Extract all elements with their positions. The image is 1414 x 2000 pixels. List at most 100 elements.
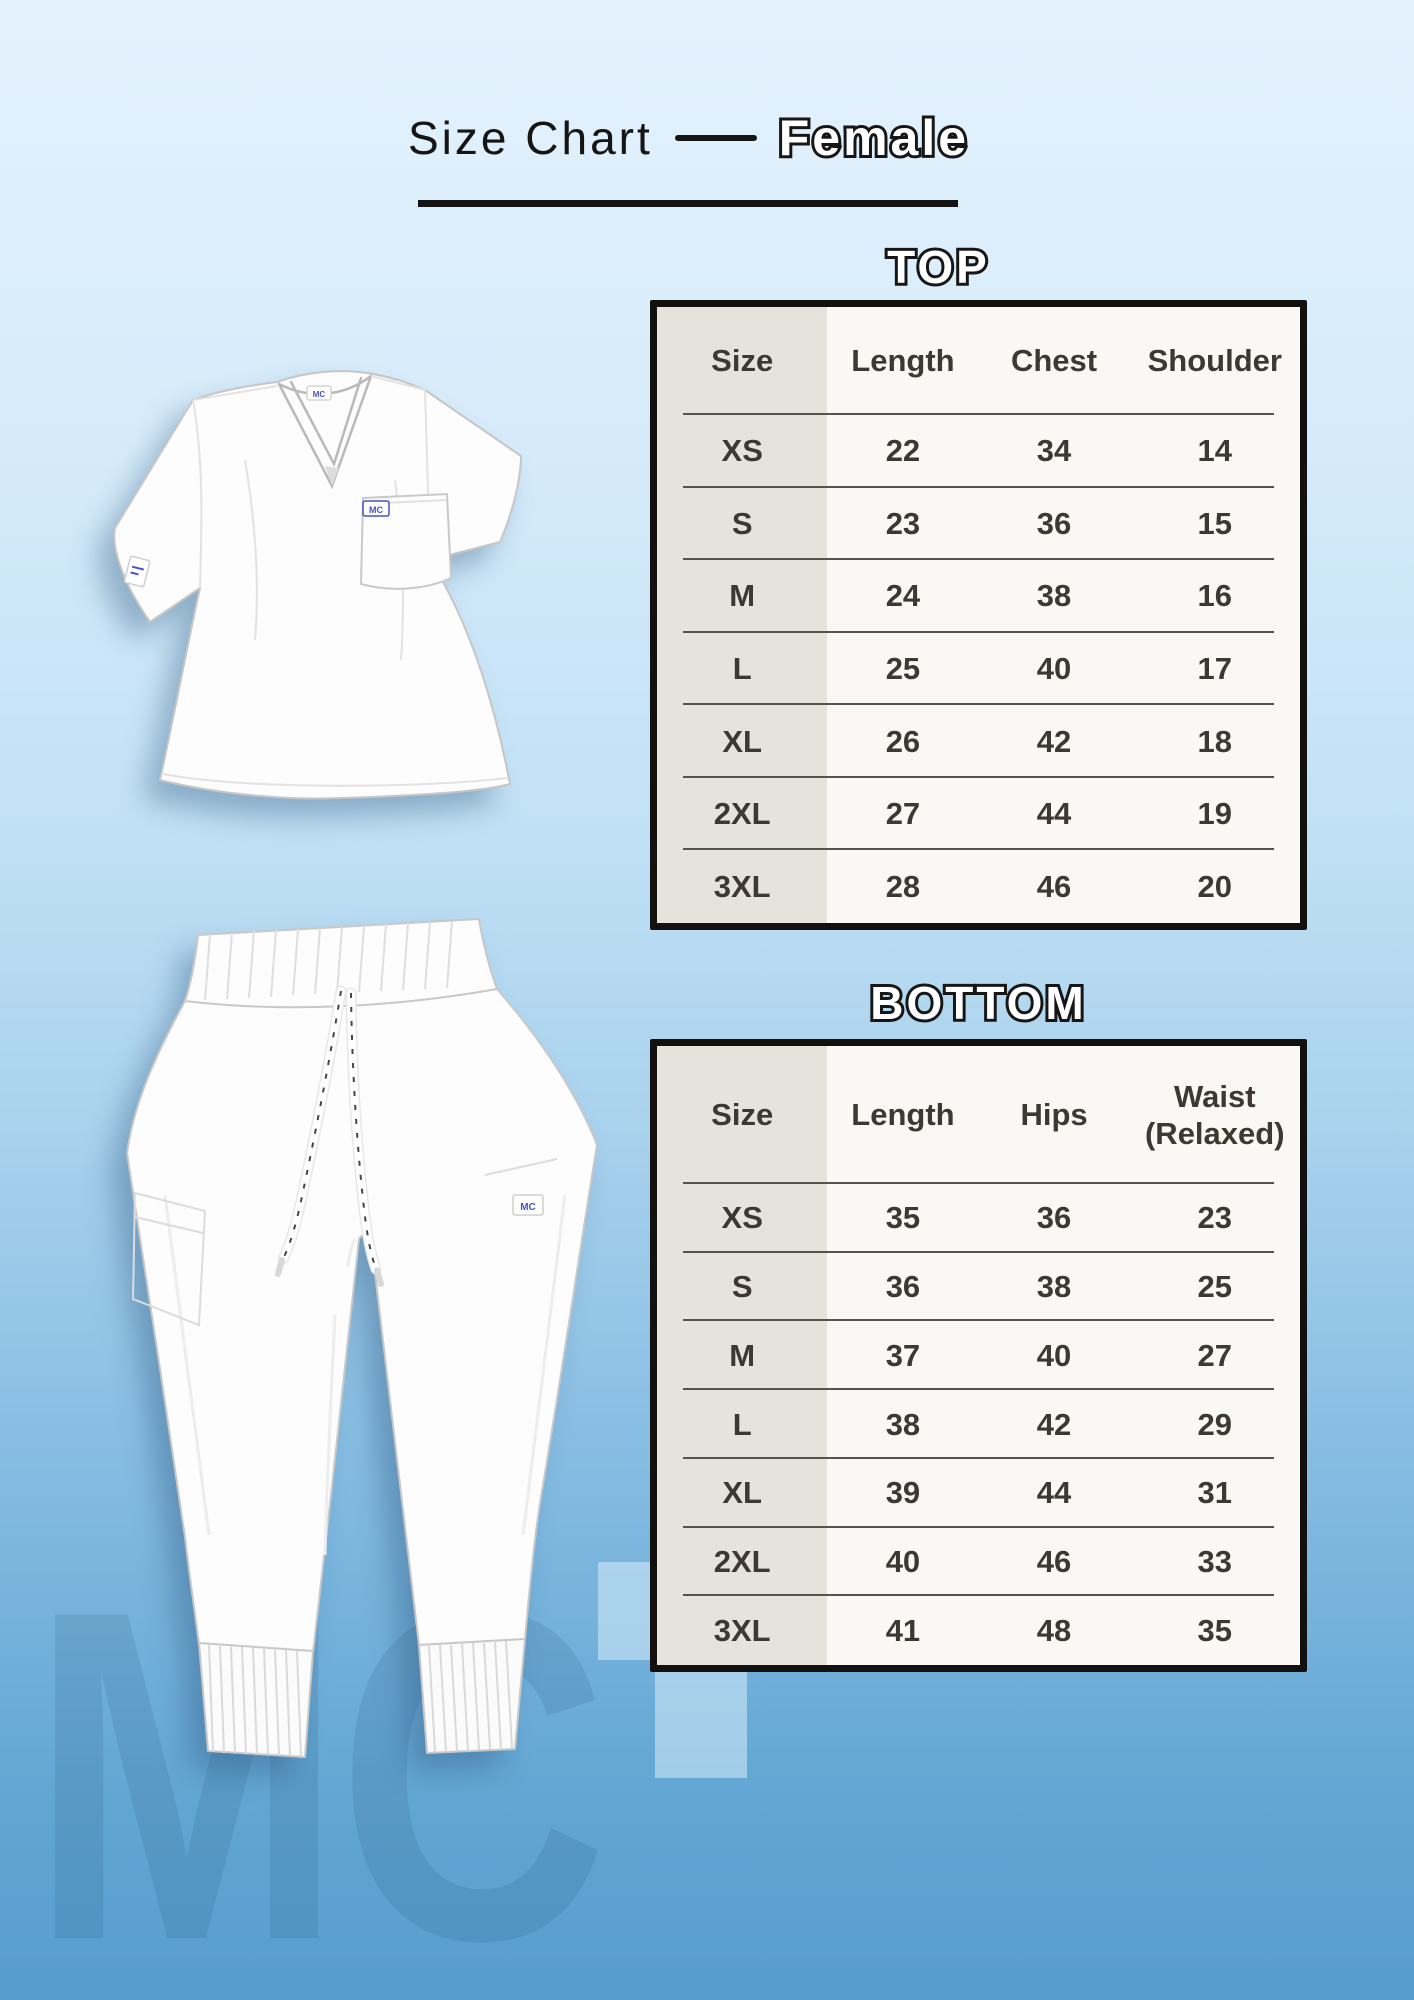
table-cell: 37 [885,1337,921,1373]
neck-tag: MC [306,385,332,401]
table-cell: S [731,1269,753,1305]
table-cell: 23 [885,505,921,541]
table-cell: 15 [1197,505,1233,541]
table-cell: 40 [1036,1337,1072,1373]
table-header-row: Size Length Chest Shoulder [657,307,1300,415]
table-cell: 25 [1197,1269,1233,1305]
table-cell: 40 [885,1543,921,1579]
scrub-pants-image: MC [126,918,598,1758]
gender-label: Female [776,107,970,169]
table-cell: 44 [1036,796,1072,832]
table-cell: XL [722,723,762,759]
table-cell: 28 [885,868,921,904]
table-row: 2XL 27 44 19 [657,778,1300,851]
table-row: L 38 42 29 [657,1390,1300,1459]
table-cell: 14 [1197,433,1233,469]
table-header-row: Size Length Hips Waist (Relaxed) [657,1046,1300,1184]
table-row: M 37 40 27 [657,1321,1300,1390]
table-cell: 44 [1036,1475,1072,1511]
table-cell: M [729,578,756,614]
table-cell: 38 [885,1406,921,1442]
table-cell: 26 [885,723,921,759]
table-cell: 36 [1036,505,1072,541]
table-cell: 48 [1036,1612,1072,1648]
table-cell: 23 [1197,1200,1233,1236]
title-dash-divider [674,135,757,141]
table-cell: 35 [1197,1612,1233,1648]
table-row: XL 39 44 31 [657,1459,1300,1528]
v-neck-shadow [325,466,339,486]
table-cell: L [732,651,752,687]
title-underline [418,200,958,207]
top-size-table: Size Length Chest Shoulder XS 22 34 14 S 23 36 15 M 2… [650,300,1307,930]
bottom-size-table: Size Length Hips Waist (Relaxed) XS 35 36 23 S 36… [650,1039,1307,1672]
table-cell: 16 [1197,578,1233,614]
bottom-section-heading: BOTTOM [867,974,1087,1032]
table-cell: 3XL [713,1612,771,1648]
table-cell: 27 [1197,1337,1233,1373]
scrub-top-image: MC MC [113,370,522,800]
table-cell: 42 [1036,723,1072,759]
cuff-ribbing [208,1640,513,1758]
table-cell: 25 [885,651,921,687]
table-row: 3XL 28 46 20 [657,850,1300,923]
ankle-cuffs [198,1638,526,1758]
table-cell: 2XL [713,796,771,832]
table-cell: 34 [1036,433,1072,469]
table-cell: 38 [1036,1269,1072,1305]
table-row: 2XL 40 46 33 [657,1528,1300,1597]
column-header: Size [711,343,774,379]
table-cell: 27 [885,796,921,832]
table-cell: L [732,1406,752,1442]
column-header: Waist (Relaxed) [1144,1078,1285,1151]
column-header: Chest [1010,343,1098,379]
table-cell: 3XL [713,868,771,904]
table-row: XL 26 42 18 [657,705,1300,778]
page-title-text: Size Chart [408,112,653,164]
drawstring [275,985,384,1287]
column-header: Size [711,1097,774,1133]
table-cell: 41 [885,1612,921,1648]
table-cell: 42 [1036,1406,1072,1442]
table-row: XS 22 34 14 [657,415,1300,488]
table-cell: 39 [885,1475,921,1511]
table-cell: 35 [885,1200,921,1236]
table-cell: S [731,505,753,541]
table-row: S 36 38 25 [657,1253,1300,1322]
column-header: Length [851,1097,955,1133]
table-cell: XS [721,1200,763,1236]
table-row: XS 35 36 23 [657,1184,1300,1253]
table-cell: 2XL [713,1543,771,1579]
table-row: L 25 40 17 [657,633,1300,706]
hip-brand-label: MC [512,1194,544,1216]
table-cell: XS [721,433,763,469]
table-cell: 46 [1036,868,1072,904]
table-cell: 18 [1197,723,1233,759]
table-cell: 24 [885,578,921,614]
table-cell: 38 [1036,578,1072,614]
column-header: Hips [1020,1097,1088,1133]
table-cell: 31 [1197,1475,1233,1511]
svg-text:MC: MC [313,390,326,399]
table-cell: M [729,1337,756,1373]
table-cell: XL [722,1475,762,1511]
table-row: 3XL 41 48 35 [657,1596,1300,1665]
pants-body [126,918,598,1654]
fabric-folds [163,1194,567,1556]
sleeve-brand-label [123,555,151,588]
table-cell: 29 [1197,1406,1233,1442]
table-cell: 33 [1197,1543,1233,1579]
top-section-heading: TOP [884,238,990,296]
table-cell: 19 [1197,796,1233,832]
table-cell: 17 [1197,651,1233,687]
table-cell: 40 [1036,651,1072,687]
column-header: Shoulder [1147,343,1282,379]
waistband-gathers [204,920,453,1001]
pocket-brand-label: MC [362,500,390,517]
chest-pocket: MC [359,492,453,590]
page-title: Size Chart Female [408,106,969,170]
table-cell: 20 [1197,868,1233,904]
table-row: M 24 38 16 [657,560,1300,633]
table-cell: 36 [885,1269,921,1305]
